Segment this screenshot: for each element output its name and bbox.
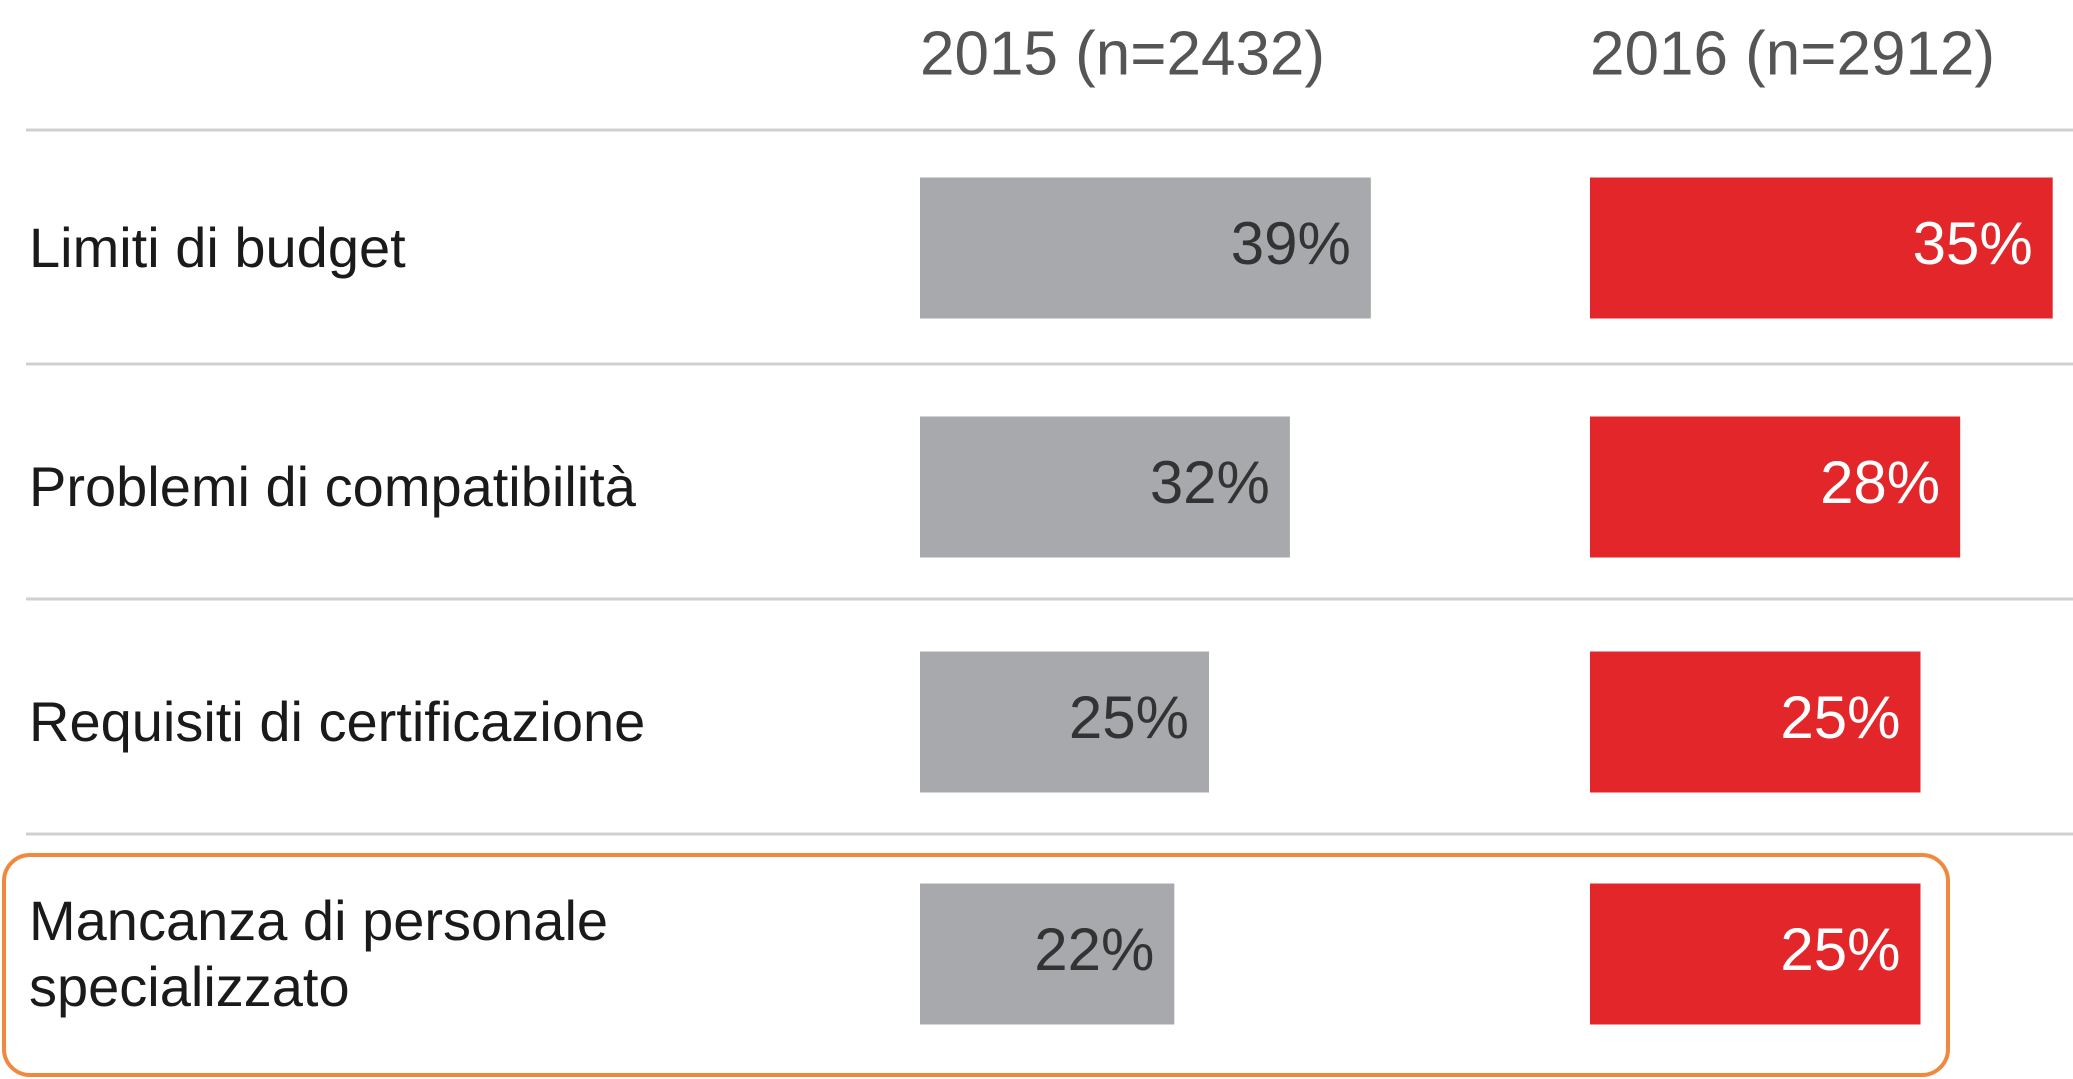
bar bbox=[920, 883, 1175, 1025]
value-label: 28% bbox=[1820, 449, 1940, 516]
bar bbox=[920, 177, 1371, 319]
highlight-box bbox=[2, 853, 1950, 1077]
value-label: 35% bbox=[1913, 210, 2033, 277]
category-label: Problemi di compatibilità bbox=[29, 455, 636, 518]
value-label: 25% bbox=[1780, 916, 1900, 983]
value-label: 25% bbox=[1780, 684, 1900, 751]
bar bbox=[920, 416, 1290, 558]
column-header: 2015 (n=2432) bbox=[920, 19, 1325, 88]
category-label: Limiti di budget bbox=[29, 216, 406, 279]
bar bbox=[1590, 416, 1961, 558]
category-label: Requisiti di certificazione bbox=[29, 690, 646, 753]
value-label: 25% bbox=[1069, 684, 1189, 751]
bar bbox=[1590, 883, 1921, 1025]
value-label: 22% bbox=[1034, 916, 1154, 983]
bar bbox=[1590, 177, 2053, 319]
value-label: 39% bbox=[1231, 210, 1351, 277]
column-header: 2016 (n=2912) bbox=[1590, 19, 1995, 88]
bar bbox=[1590, 651, 1921, 793]
category-label: Mancanza di personale specializzato bbox=[29, 889, 609, 1018]
value-label: 32% bbox=[1150, 449, 1270, 516]
bar bbox=[920, 651, 1209, 793]
